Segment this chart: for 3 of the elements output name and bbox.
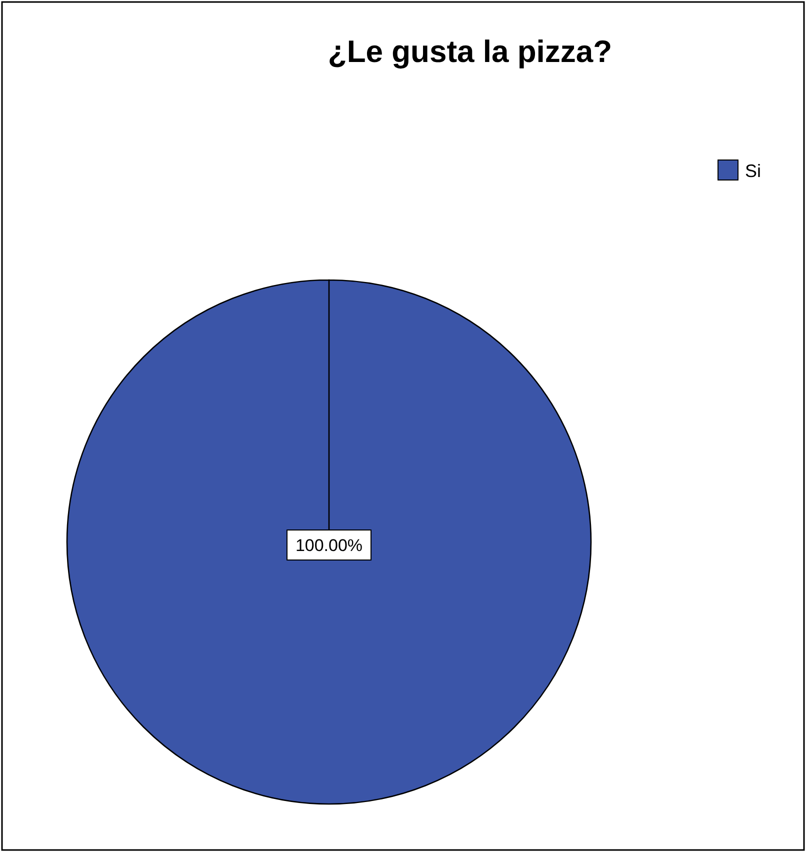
data-label: 100.00%: [295, 536, 363, 555]
legend-label: Si: [745, 161, 762, 181]
chart-title: ¿Le gusta la pizza?: [328, 34, 612, 69]
